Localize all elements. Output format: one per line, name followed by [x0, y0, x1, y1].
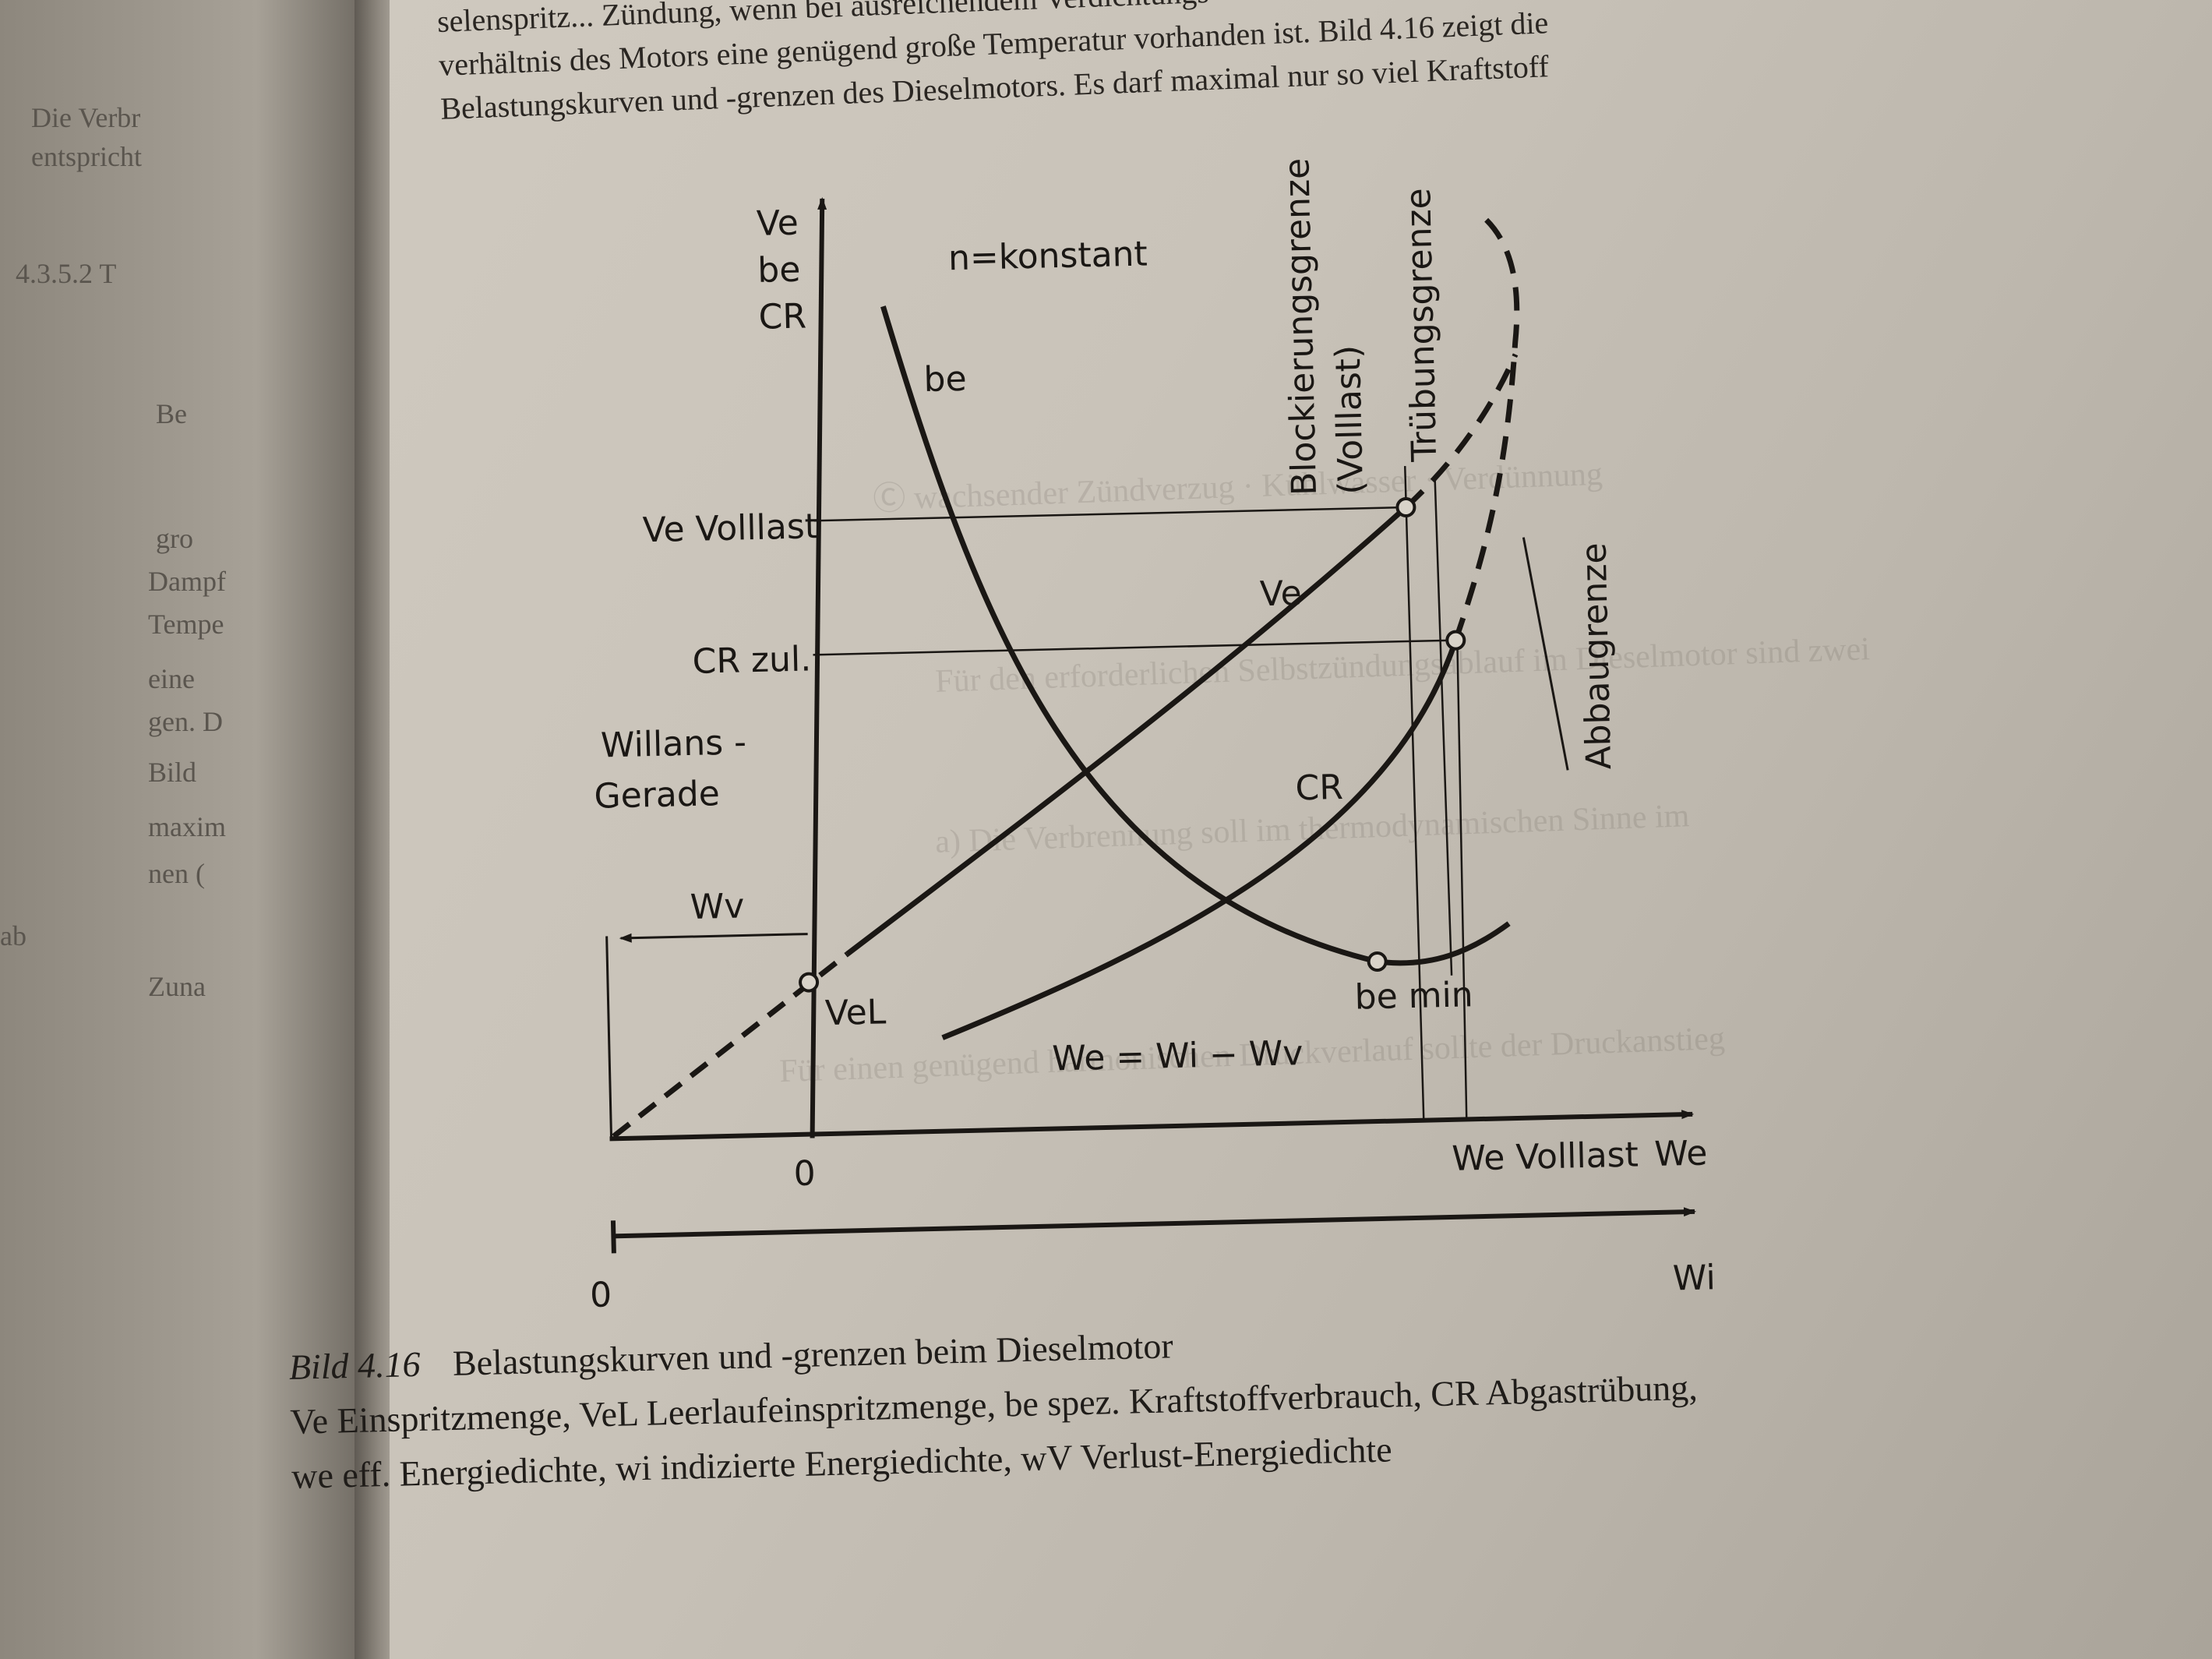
- ve-volllast-line: [813, 506, 1406, 522]
- left-page-fragment: Zuna: [148, 971, 206, 1002]
- wi-axis-label: Wi: [1672, 1258, 1716, 1298]
- y-marker-ve-volllast: Ve Volllast: [642, 507, 818, 550]
- left-page-fragment: Dampf: [148, 566, 226, 597]
- curve-label-cr: CR: [1295, 768, 1343, 808]
- caption-figure-number: Bild 4.16: [288, 1343, 422, 1387]
- willans-label-line2: Gerade: [594, 774, 720, 817]
- wv-left-line: [605, 936, 613, 1139]
- abbau-limit-line: [1522, 537, 1569, 771]
- we-axis-label: We: [1654, 1133, 1708, 1174]
- curve-label-be-min: be min: [1354, 975, 1473, 1017]
- ve-volllast-point: [1395, 497, 1416, 518]
- left-page-fragment: gro: [156, 523, 193, 554]
- x-axis-wi: [612, 1207, 1697, 1239]
- vel-point: [799, 972, 820, 993]
- left-page-fragment: Bild: [148, 757, 197, 788]
- left-page: Die Verbr entspricht 4.3.5.2 T Be gro Da…: [0, 0, 366, 1659]
- left-page-fragment: Die Verbr: [31, 102, 141, 133]
- left-page-fragment: gen. D: [148, 706, 223, 737]
- limit-label-abbau: Abbaugrenze: [1575, 542, 1620, 770]
- ve-curve: [845, 505, 1408, 957]
- truebung-line: [1434, 477, 1453, 976]
- y-axis-label-cr: CR: [758, 296, 806, 337]
- curve-label-ve: Ve: [1259, 574, 1302, 614]
- limit-label-truebung: Trübungsgrenze: [1399, 188, 1445, 463]
- wv-dimension-arrow: [619, 933, 808, 943]
- annotation-n-konstant: n=konstant: [947, 234, 1148, 278]
- equation-label: We = Wi − Wv: [1052, 1033, 1304, 1078]
- we-axis-zero: 0: [793, 1153, 816, 1194]
- caption-title: Belastungskurven und -grenzen beim Diese…: [452, 1325, 1174, 1383]
- cr-curve-dashed: [1453, 217, 1520, 641]
- curve-label-be: be: [923, 359, 967, 400]
- book-page: [390, 0, 2212, 1659]
- cr-curve: [941, 639, 1459, 1040]
- be-min-point: [1367, 951, 1388, 972]
- cr-zul-line: [813, 639, 1456, 656]
- willans-label-line1: Willans -: [601, 722, 747, 765]
- limit-label-blockierung-sub: (Volllast): [1328, 344, 1371, 495]
- left-page-fragment: 4.3.5.2 T: [16, 258, 117, 289]
- curve-label-vel: VeL: [824, 992, 887, 1033]
- left-page-fragment: maxim: [148, 811, 226, 842]
- left-page-fragment: eine: [148, 663, 195, 694]
- left-page-fragment: entspricht: [31, 141, 142, 172]
- wi-axis-tick: [610, 1220, 616, 1254]
- limit-label-blockierung: Blockierungsgrenze: [1277, 157, 1325, 496]
- cr-zul-point: [1445, 630, 1466, 651]
- we-axis-volllast: We Volllast: [1452, 1135, 1639, 1178]
- wi-axis-zero: 0: [590, 1275, 612, 1315]
- left-page-fragment: ab: [0, 920, 26, 951]
- y-marker-cr-zul: CR zul.: [692, 639, 812, 681]
- be-curve: [880, 305, 1511, 966]
- wv-label: Wv: [690, 886, 745, 927]
- blockierung-line: [1403, 466, 1425, 1121]
- y-axis-label-be: be: [757, 250, 801, 291]
- left-page-fragment: Be: [156, 398, 187, 429]
- abbau-line: [1456, 640, 1468, 1120]
- ve-curve-dashed: [1404, 353, 1519, 510]
- x-axis-we: [609, 1110, 1695, 1142]
- y-axis-label-ve: Ve: [756, 203, 799, 244]
- left-page-fragment: nen (: [148, 858, 205, 889]
- left-page-fragment: Tempe: [148, 609, 224, 640]
